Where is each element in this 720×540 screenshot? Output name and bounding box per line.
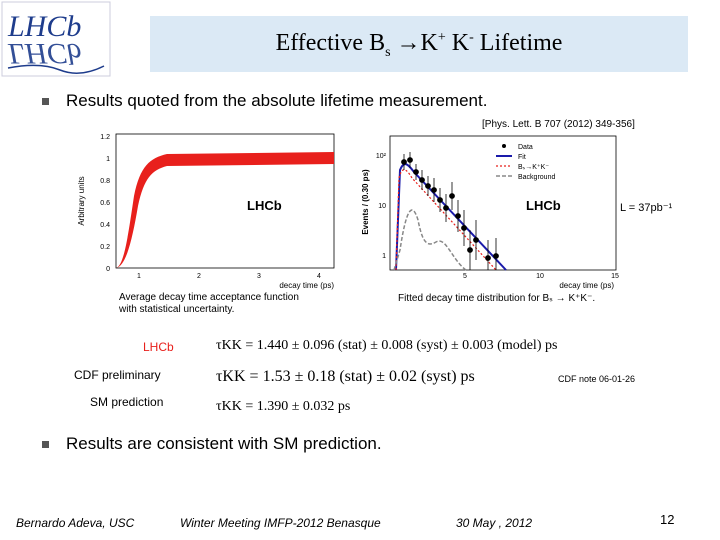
signal-curve (395, 169, 497, 271)
fit-ytick: 10 (378, 203, 386, 210)
result-note-cdf: CDF note 06-01-26 (558, 374, 636, 384)
fit-caption: Fitted decay time distribution for Bₛ → … (398, 293, 596, 304)
acc-ylabel: Arbitrary units (77, 176, 86, 225)
bullet-marker (42, 98, 49, 105)
result-label-cdf: CDF preliminary (74, 368, 161, 382)
fit-ylabel: Events / (0.30 ps) (361, 169, 370, 235)
lhcb-logo: LHCb LHCb (0, 0, 112, 78)
fit-plot: 1 10 10² 5 10 15 Events / (0.30 ps) deca… (361, 135, 673, 290)
bullet-text-1: Results quoted from the absolute lifetim… (66, 91, 488, 110)
fit-legend: Data Fit Bₛ→K⁺K⁻ Background (496, 144, 555, 181)
fit-xtick: 15 (611, 273, 619, 280)
fit-xtick: 5 (463, 273, 467, 280)
title-text-post: Lifetime (473, 30, 563, 56)
result-label-sm: SM prediction (90, 395, 164, 409)
background-curve (393, 209, 467, 271)
acc-ytick: 0.8 (100, 178, 110, 185)
acc-watermark: LHCb (247, 198, 282, 213)
acceptance-plot: 0 0.2 0.4 0.6 0.8 1 1.2 1 2 3 4 Arbitrar… (77, 133, 335, 290)
acc-xlabel: decay time (ps) (279, 281, 334, 290)
result-label-lhcb: LHCb (143, 340, 174, 354)
title-sup1: + (437, 30, 446, 45)
acc-caption-1: Average decay time acceptance function (119, 292, 299, 303)
acc-xtick: 3 (257, 273, 261, 280)
legend-fit: Fit (518, 154, 526, 161)
bullet-marker (42, 441, 49, 448)
svg-text:LHCb: LHCb (7, 10, 81, 43)
legend-background: Background (518, 174, 555, 181)
title-text-k2: K (445, 30, 470, 56)
reference-text: [Phys. Lett. B 707 (2012) 349-356] (482, 119, 635, 130)
acc-caption-2: with statistical uncertainty. (119, 304, 235, 315)
fit-ytick: 1 (382, 253, 386, 260)
acceptance-band (116, 152, 334, 268)
title-sub: s (385, 44, 391, 60)
bullet-text-2: Results are consistent with SM predictio… (66, 434, 382, 453)
footer-author: Bernardo Adeva, USC (16, 516, 135, 530)
acc-xtick: 4 (317, 273, 321, 280)
data-points (401, 152, 499, 270)
footer-event: Winter Meeting IMFP-2012 Benasque (180, 516, 381, 530)
title-text-mid: →K (390, 30, 438, 56)
title-banner (150, 16, 688, 72)
title-text-pre: Effective B (275, 30, 386, 56)
acc-ytick: 0.6 (100, 200, 110, 207)
title-sup2: - (469, 30, 474, 45)
acc-ytick: 0 (106, 266, 110, 273)
acc-ytick: 1.2 (100, 134, 110, 141)
acc-xtick: 1 (137, 273, 141, 280)
fit-xtick: 10 (536, 273, 544, 280)
page-number: 12 (660, 512, 675, 527)
fit-xlabel: decay time (ps) (559, 281, 614, 290)
acc-ytick: 1 (106, 156, 110, 163)
result-formula-lhcb: τKK = 1.440 ± 0.096 (stat) ± 0.008 (syst… (216, 338, 558, 353)
result-formula-sm: τKK = 1.390 ± 0.032 ps (216, 399, 351, 414)
legend-data: Data (518, 144, 533, 151)
legend-signal: Bₛ→K⁺K⁻ (518, 164, 549, 171)
acc-ytick: 0.4 (100, 222, 110, 229)
fit-watermark: LHCb (526, 198, 561, 213)
acc-ytick: 0.2 (100, 244, 110, 251)
fit-lumi: L = 37pb⁻¹ (620, 202, 673, 214)
acc-xtick: 2 (197, 273, 201, 280)
slide-title: Effective Bs →K+ K- Lifetime (150, 30, 688, 61)
fit-plot-frame (389, 135, 617, 271)
svg-text:LHCb: LHCb (7, 37, 81, 70)
footer-date: 30 May , 2012 (456, 516, 533, 530)
fit-ytick: 10² (376, 153, 387, 160)
result-formula-cdf: τKK = 1.53 ± 0.18 (stat) ± 0.02 (syst) p… (216, 368, 475, 385)
